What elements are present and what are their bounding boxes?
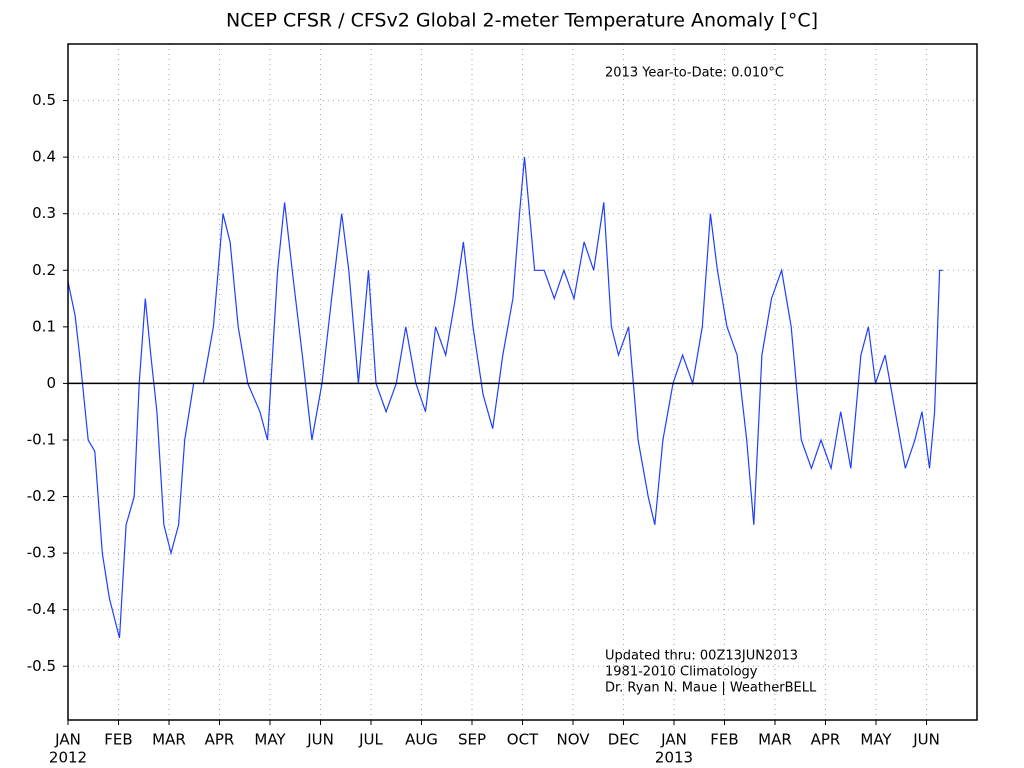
year-label: 2013 xyxy=(655,749,693,767)
y-tick-label: -0.2 xyxy=(27,487,56,505)
x-tick-label: MAY xyxy=(254,731,286,749)
data-line xyxy=(67,157,943,639)
annotation: Dr. Ryan N. Maue | WeatherBELL xyxy=(605,681,817,696)
y-tick-label: -0.1 xyxy=(27,430,56,448)
x-tick-label: NOV xyxy=(556,731,590,749)
x-tick-label: JAN xyxy=(660,731,687,749)
chart-title: NCEP CFSR / CFSv2 Global 2-meter Tempera… xyxy=(226,10,818,32)
y-tick-label: 0 xyxy=(46,374,56,392)
x-tick-label: OCT xyxy=(507,731,539,749)
x-tick-label: MAY xyxy=(860,731,892,749)
annotation: Updated thru: 00Z13JUN2013 xyxy=(605,649,798,664)
year-label: 2012 xyxy=(49,749,87,767)
annotation: 2013 Year-to-Date: 0.010°C xyxy=(605,66,784,81)
x-tick-label: SEP xyxy=(458,731,486,749)
x-tick-label: APR xyxy=(811,731,841,749)
x-tick-label: MAR xyxy=(152,731,186,749)
annotation: 1981-2010 Climatology xyxy=(605,665,758,680)
y-tick-label: 0.1 xyxy=(32,317,56,335)
x-tick-label: JUN xyxy=(912,731,940,749)
x-tick-label: FEB xyxy=(104,731,132,749)
y-tick-label: 0.3 xyxy=(32,204,56,222)
x-tick-label: AUG xyxy=(405,731,438,749)
x-tick-label: JAN xyxy=(54,731,81,749)
y-tick-label: 0.5 xyxy=(32,91,56,109)
y-tick-label: 0.2 xyxy=(32,261,56,279)
x-tick-label: DEC xyxy=(608,731,640,749)
x-tick-label: MAR xyxy=(758,731,792,749)
y-tick-label: -0.5 xyxy=(27,657,56,675)
x-tick-label: JUL xyxy=(358,731,383,749)
x-tick-label: FEB xyxy=(710,731,738,749)
y-tick-label: 0.4 xyxy=(32,148,56,166)
y-tick-label: -0.3 xyxy=(27,544,56,562)
x-tick-label: JUN xyxy=(306,731,334,749)
y-tick-label: -0.4 xyxy=(27,600,56,618)
x-tick-label: APR xyxy=(205,731,235,749)
plot-frame xyxy=(67,43,978,721)
